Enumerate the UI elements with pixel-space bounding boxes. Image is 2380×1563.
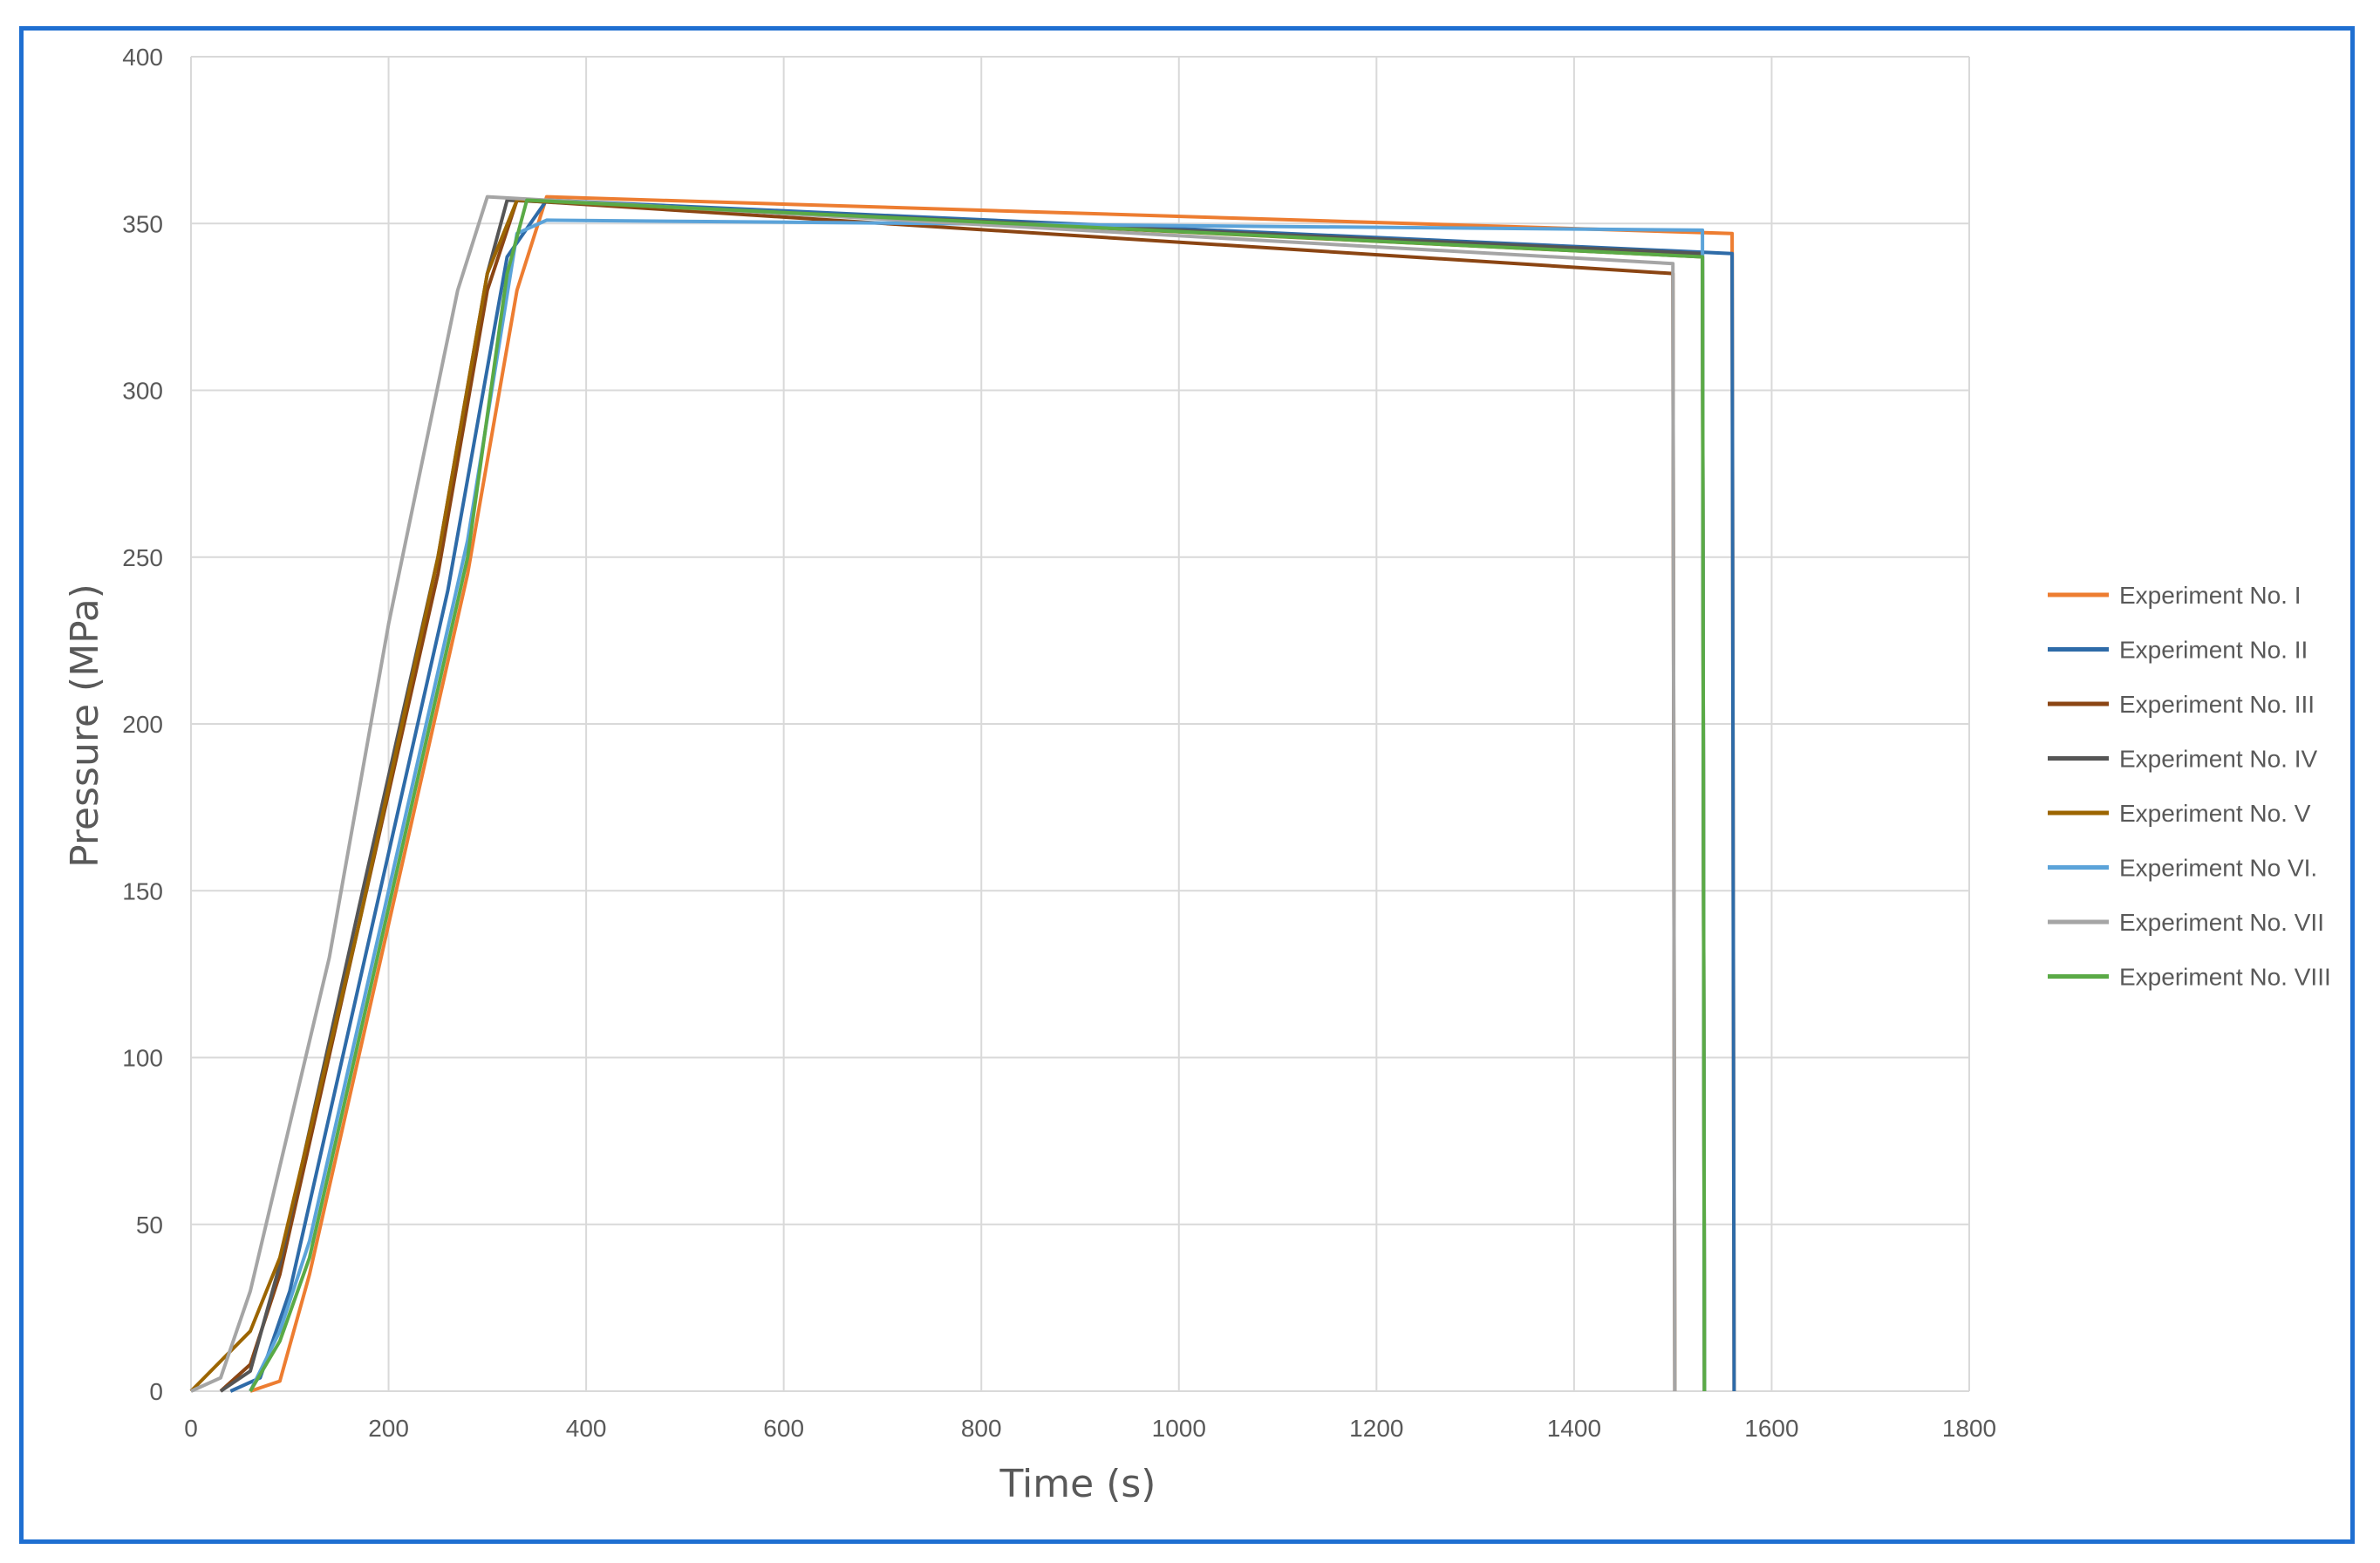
x-axis-title: Time (s) [999, 1462, 1156, 1506]
legend-label: Experiment No VI. [2119, 855, 2317, 882]
x-tick-label: 1000 [1152, 1415, 1206, 1442]
x-tick-label: 200 [368, 1415, 409, 1442]
legend-item: Experiment No. III [2048, 691, 2315, 718]
y-tick-label: 0 [149, 1378, 163, 1405]
y-tick-label: 100 [122, 1045, 163, 1072]
y-axis-ticks: 0 50 100 150 200 250 300 350 400 [122, 44, 163, 1405]
series-layer [189, 195, 1736, 1393]
legend-item: Experiment No. VII [2048, 909, 2324, 936]
x-axis-ticks: 0 200 400 600 800 1000 1200 1400 1600 1800 [184, 1415, 1996, 1442]
legend-label: Experiment No. IV [2119, 746, 2318, 773]
x-tick-label: 600 [763, 1415, 804, 1442]
legend-item: Experiment No. IV [2048, 746, 2318, 773]
series-line-1 [249, 195, 1736, 1393]
x-tick-label: 1200 [1349, 1415, 1403, 1442]
y-tick-label: 50 [136, 1211, 163, 1239]
legend-item: Experiment No. I [2048, 582, 2302, 609]
legend-label: Experiment No. III [2119, 691, 2315, 718]
figure-frame [19, 26, 2355, 1544]
y-tick-label: 250 [122, 544, 163, 571]
x-tick-label: 1600 [1744, 1415, 1798, 1442]
legend-label: Experiment No. I [2119, 582, 2302, 609]
x-tick-label: 0 [184, 1415, 198, 1442]
series-line-4 [219, 198, 1707, 1393]
y-tick-label: 400 [122, 44, 163, 71]
legend-label: Experiment No. VII [2119, 909, 2324, 936]
legend-item: Experiment No. II [2048, 637, 2308, 664]
x-tick-label: 400 [566, 1415, 607, 1442]
x-tick-label: 1400 [1547, 1415, 1601, 1442]
legend-item: Experiment No VI. [2048, 855, 2317, 882]
series-line-6 [249, 218, 1707, 1392]
legend: Experiment No. I Experiment No. II Experim… [2048, 582, 2331, 991]
series-line-2 [229, 198, 1736, 1393]
y-tick-label: 200 [122, 711, 163, 738]
y-tick-label: 350 [122, 210, 163, 237]
y-tick-label: 300 [122, 378, 163, 405]
legend-label: Experiment No. VIII [2119, 964, 2331, 991]
x-tick-label: 800 [961, 1415, 1002, 1442]
legend-label: Experiment No. V [2119, 800, 2311, 827]
series-line-7 [190, 195, 1677, 1393]
x-tick-label: 1800 [1942, 1415, 1996, 1442]
series-line-8 [249, 198, 1707, 1393]
legend-item: Experiment No. VIII [2048, 964, 2331, 991]
y-axis-title: Pressure (MPa) [63, 584, 107, 868]
legend-item: Experiment No. V [2048, 800, 2311, 827]
y-tick-label: 150 [122, 877, 163, 904]
legend-label: Experiment No. II [2119, 637, 2308, 664]
